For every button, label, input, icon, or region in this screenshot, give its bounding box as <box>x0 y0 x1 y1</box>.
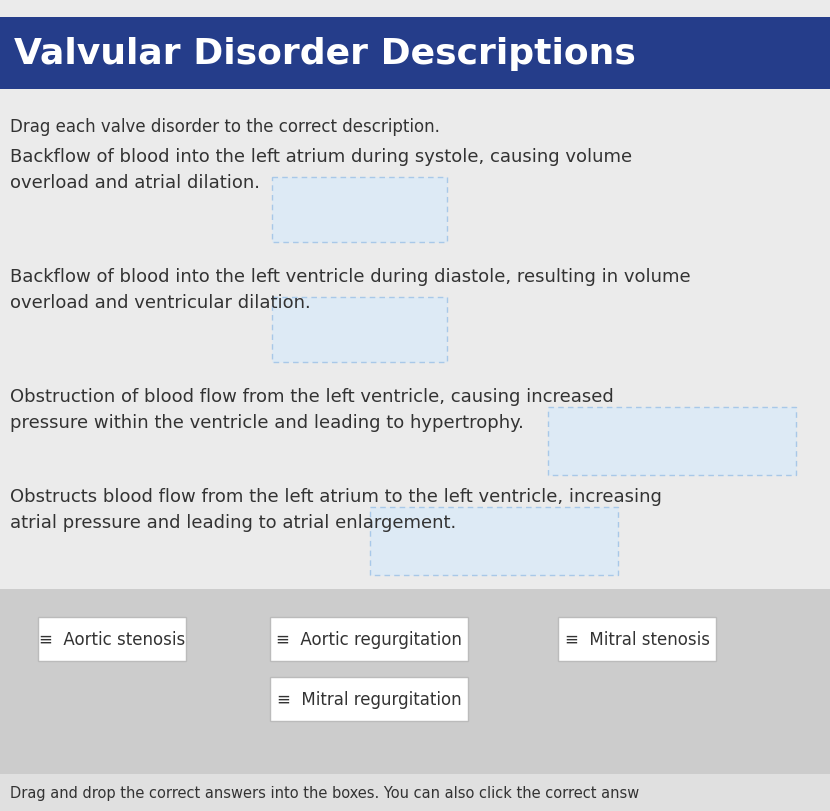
FancyBboxPatch shape <box>270 677 468 721</box>
Text: Obstructs blood flow from the left atrium to the left ventricle, increasing
atri: Obstructs blood flow from the left atriu… <box>10 487 662 532</box>
Text: ≡  Aortic stenosis: ≡ Aortic stenosis <box>39 630 185 648</box>
Text: Backflow of blood into the left ventricle during diastole, resulting in volume
o: Backflow of blood into the left ventricl… <box>10 268 691 312</box>
FancyBboxPatch shape <box>0 774 830 811</box>
Text: ≡  Mitral stenosis: ≡ Mitral stenosis <box>564 630 710 648</box>
FancyBboxPatch shape <box>272 178 447 242</box>
Text: Drag and drop the correct answers into the boxes. You can also click the correct: Drag and drop the correct answers into t… <box>10 785 639 800</box>
Text: Drag each valve disorder to the correct description.: Drag each valve disorder to the correct … <box>10 118 440 135</box>
FancyBboxPatch shape <box>558 617 716 661</box>
Text: Backflow of blood into the left atrium during systole, causing volume
overload a: Backflow of blood into the left atrium d… <box>10 148 632 192</box>
FancyBboxPatch shape <box>270 617 468 661</box>
FancyBboxPatch shape <box>0 590 830 774</box>
FancyBboxPatch shape <box>0 18 830 90</box>
FancyBboxPatch shape <box>548 407 796 475</box>
Text: ≡  Aortic regurgitation: ≡ Aortic regurgitation <box>276 630 462 648</box>
FancyBboxPatch shape <box>370 508 618 575</box>
Text: Obstruction of blood flow from the left ventricle, causing increased
pressure wi: Obstruction of blood flow from the left … <box>10 388 613 432</box>
FancyBboxPatch shape <box>38 617 186 661</box>
Text: Valvular Disorder Descriptions: Valvular Disorder Descriptions <box>14 37 636 71</box>
Text: ≡  Mitral regurgitation: ≡ Mitral regurgitation <box>276 690 461 708</box>
FancyBboxPatch shape <box>272 298 447 363</box>
